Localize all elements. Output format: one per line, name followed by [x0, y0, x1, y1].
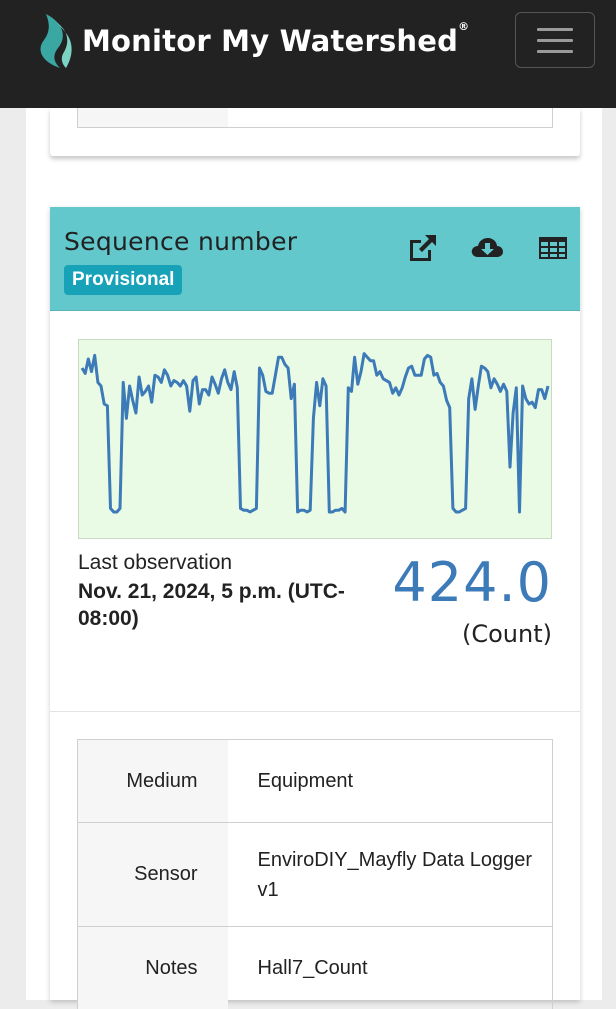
- brand-title: Monitor My Watershed®: [82, 24, 469, 58]
- table-key: Notes: [78, 927, 228, 1009]
- external-link-icon[interactable]: [406, 231, 440, 265]
- last-observation-label: Last observation: [78, 551, 232, 575]
- table-value: Hall7_Count: [228, 927, 553, 1009]
- hamburger-icon: [537, 39, 573, 42]
- previous-table: [77, 108, 553, 128]
- hamburger-icon: [537, 50, 573, 53]
- brand-link[interactable]: Monitor My Watershed®: [32, 12, 469, 70]
- menu-toggle-button[interactable]: [515, 12, 595, 68]
- table-key: Medium: [78, 740, 228, 823]
- previous-card: [50, 108, 580, 156]
- navbar: Monitor My Watershed®: [0, 0, 616, 108]
- last-observation-date: Nov. 21, 2024, 5 p.m. (UTC-08:00): [78, 578, 388, 632]
- cloud-download-icon[interactable]: [470, 231, 504, 265]
- status-badge: Provisional: [64, 265, 182, 295]
- table-value: Equipment: [228, 740, 553, 823]
- table-value: EnviroDIY_Mayfly Data Logger v1: [228, 823, 553, 927]
- card-title: Sequence number: [64, 227, 297, 256]
- metadata-table: Medium Equipment Sensor EnviroDIY_Mayfly…: [77, 739, 553, 1009]
- sparkline-chart: [78, 339, 552, 539]
- value-unit: (Count): [462, 620, 552, 648]
- chart-svg: [79, 340, 551, 538]
- hamburger-icon: [537, 28, 573, 31]
- latest-value: 424.0: [392, 551, 552, 614]
- watershed-leaf-icon: [32, 12, 76, 70]
- table-icon[interactable]: [536, 231, 570, 265]
- table-row: Notes Hall7_Count: [78, 927, 553, 1009]
- sensor-card: Sequence number Provisional Last observa…: [50, 207, 580, 1000]
- table-key: Sensor: [78, 823, 228, 927]
- card-header: Sequence number Provisional: [50, 207, 580, 311]
- divider: [50, 711, 580, 712]
- table-row: Sensor EnviroDIY_Mayfly Data Logger v1: [78, 823, 553, 927]
- table-row: Medium Equipment: [78, 740, 553, 823]
- series-line: [82, 354, 548, 512]
